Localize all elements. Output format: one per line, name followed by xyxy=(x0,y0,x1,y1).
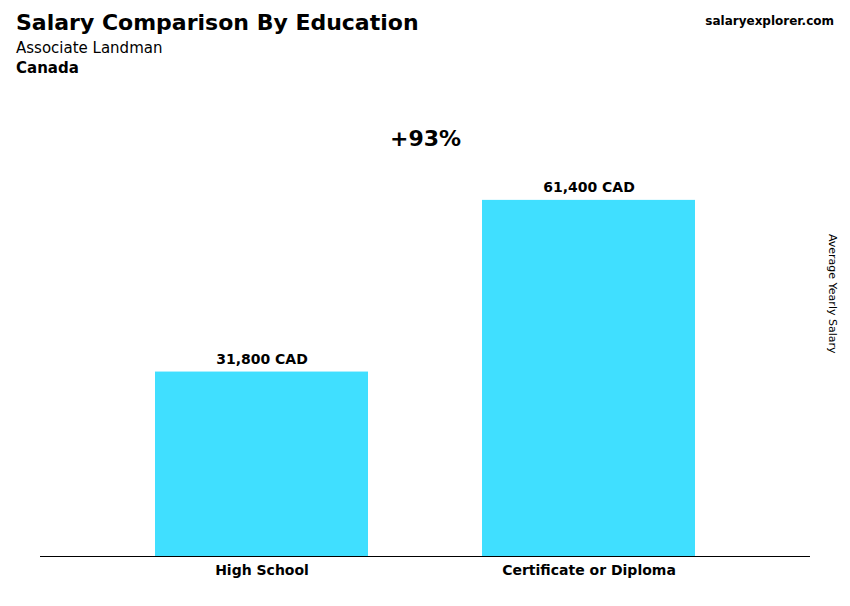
html-text:Salary Comparison By Education: Salary Comparison By Education xyxy=(16,10,419,35)
svg-text:61,400 CAD: 61,400 CAD xyxy=(543,179,635,195)
html-text:salaryexplorer.com: salaryexplorer.com xyxy=(705,14,834,28)
svg-text:Average Yearly Salary: Average Yearly Salary xyxy=(826,234,839,354)
svg-text:High School: High School xyxy=(215,562,309,578)
html-text:Associate Landman: Associate Landman xyxy=(16,39,163,57)
svg-text:Certificate or Diploma: Certificate or Diploma xyxy=(502,562,676,578)
html-text:Canada: Canada xyxy=(16,59,79,77)
svg-text:+93%: +93% xyxy=(390,126,461,151)
svg-text:31,800 CAD: 31,800 CAD xyxy=(216,351,308,367)
